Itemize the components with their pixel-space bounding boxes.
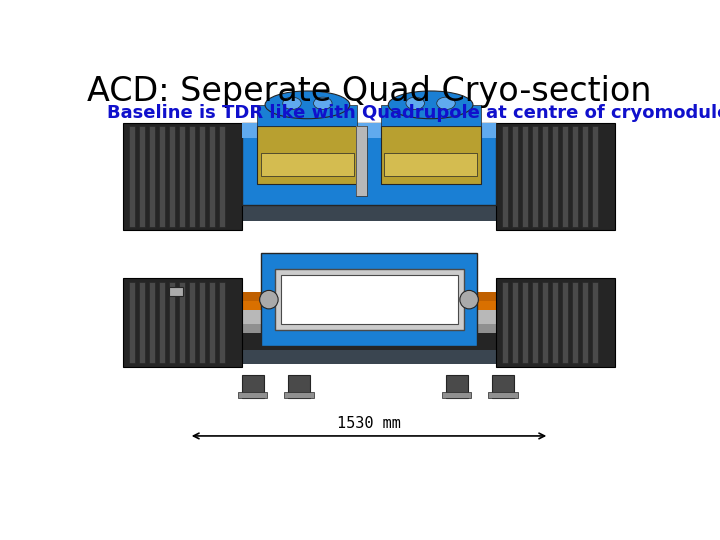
Bar <box>522 282 528 363</box>
Bar <box>512 126 518 226</box>
Bar <box>282 275 457 325</box>
Bar <box>442 392 472 398</box>
Bar <box>384 153 477 177</box>
Bar <box>122 179 616 190</box>
Bar <box>542 126 549 226</box>
Bar <box>572 282 578 363</box>
Bar <box>552 282 559 363</box>
Bar <box>522 126 528 226</box>
Bar <box>242 123 496 138</box>
Bar <box>209 126 215 226</box>
Ellipse shape <box>388 91 473 119</box>
Bar <box>189 126 195 226</box>
Bar <box>381 105 481 126</box>
Ellipse shape <box>260 291 278 309</box>
Bar <box>129 282 135 363</box>
Bar <box>139 282 145 363</box>
Bar <box>122 126 616 400</box>
Bar <box>179 282 185 363</box>
Bar <box>122 292 616 301</box>
Ellipse shape <box>283 97 301 110</box>
Bar <box>552 126 559 226</box>
Ellipse shape <box>265 91 350 119</box>
Bar <box>257 105 357 126</box>
Bar <box>122 309 616 363</box>
Bar <box>593 126 598 226</box>
Bar <box>199 282 205 363</box>
Bar <box>503 126 508 226</box>
Bar <box>122 167 616 179</box>
Bar <box>159 282 165 363</box>
Bar <box>446 375 467 398</box>
Bar <box>503 282 508 363</box>
Bar <box>593 282 598 363</box>
Bar <box>582 126 588 226</box>
Bar <box>199 126 205 226</box>
Bar <box>168 126 175 226</box>
Bar <box>512 282 518 363</box>
Bar <box>242 375 264 398</box>
Bar <box>492 375 514 398</box>
Bar <box>122 152 616 221</box>
Bar <box>284 392 314 398</box>
Bar <box>122 278 242 367</box>
Ellipse shape <box>460 291 478 309</box>
Bar <box>122 123 242 231</box>
Bar <box>572 126 578 226</box>
Bar <box>122 309 616 323</box>
Bar <box>261 153 354 177</box>
Bar <box>189 282 195 363</box>
Bar <box>562 126 568 226</box>
Bar <box>356 126 366 195</box>
Bar <box>562 282 568 363</box>
Bar <box>139 126 145 226</box>
Bar <box>209 282 215 363</box>
Bar <box>532 282 539 363</box>
Bar <box>242 123 496 205</box>
Bar <box>122 350 616 363</box>
Text: Baseline is TDR like with Quadrupole at centre of cryomodule: Baseline is TDR like with Quadrupole at … <box>107 104 720 122</box>
Bar <box>219 126 225 226</box>
Bar <box>582 282 588 363</box>
Bar <box>219 282 225 363</box>
Bar <box>168 287 183 296</box>
Bar <box>496 123 616 231</box>
Bar <box>261 253 477 346</box>
Bar <box>122 292 616 346</box>
Ellipse shape <box>406 97 425 110</box>
Bar <box>122 336 616 346</box>
Bar <box>542 282 549 363</box>
Bar <box>496 278 616 367</box>
Bar <box>168 282 175 363</box>
Bar <box>488 392 518 398</box>
Bar <box>532 126 539 226</box>
Bar <box>381 126 481 184</box>
Bar <box>238 392 267 398</box>
Bar <box>159 126 165 226</box>
Bar <box>122 206 616 221</box>
Bar <box>179 126 185 226</box>
Bar <box>149 126 155 226</box>
Bar <box>122 192 616 204</box>
Bar <box>122 153 616 161</box>
Text: 1530 mm: 1530 mm <box>337 416 401 431</box>
Bar <box>149 282 155 363</box>
Bar <box>257 126 357 184</box>
Bar <box>356 126 366 195</box>
Bar <box>288 375 310 398</box>
Ellipse shape <box>437 97 455 110</box>
Bar <box>122 152 616 167</box>
Ellipse shape <box>313 97 332 110</box>
Text: ACD: Seperate Quad Cryo-section: ACD: Seperate Quad Cryo-section <box>86 75 652 108</box>
Bar <box>122 323 616 333</box>
Bar <box>122 153 616 204</box>
Bar <box>275 269 464 330</box>
Bar <box>129 126 135 226</box>
